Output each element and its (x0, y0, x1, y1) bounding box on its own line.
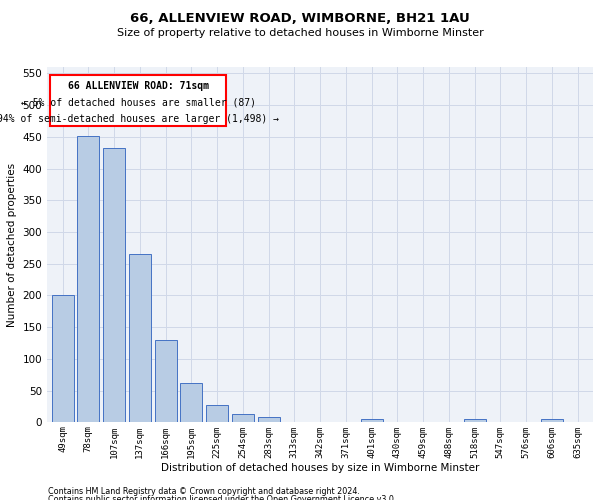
Bar (232, 414, 254, 422)
Bar (155, 340, 176, 422)
Bar (52, 296, 74, 422)
Text: Contains HM Land Registry data © Crown copyright and database right 2024.: Contains HM Land Registry data © Crown c… (48, 488, 360, 496)
Bar (206, 404, 228, 422)
Bar (541, 420, 563, 422)
Text: ← 5% of detached houses are smaller (87): ← 5% of detached houses are smaller (87) (20, 98, 256, 108)
X-axis label: Distribution of detached houses by size in Wimborne Minster: Distribution of detached houses by size … (161, 463, 479, 473)
Bar (181, 383, 202, 422)
Bar (257, 418, 280, 422)
Bar (464, 420, 485, 422)
Text: 66 ALLENVIEW ROAD: 71sqm: 66 ALLENVIEW ROAD: 71sqm (68, 81, 209, 91)
Bar (103, 148, 125, 422)
Y-axis label: Number of detached properties: Number of detached properties (7, 162, 17, 327)
Bar (77, 136, 99, 422)
Text: 66, ALLENVIEW ROAD, WIMBORNE, BH21 1AU: 66, ALLENVIEW ROAD, WIMBORNE, BH21 1AU (130, 12, 470, 26)
Bar (361, 418, 383, 422)
Text: 94% of semi-detached houses are larger (1,498) →: 94% of semi-detached houses are larger (… (0, 114, 279, 124)
FancyBboxPatch shape (50, 74, 226, 126)
Text: Size of property relative to detached houses in Wimborne Minster: Size of property relative to detached ho… (116, 28, 484, 38)
Bar (129, 254, 151, 422)
Text: Contains public sector information licensed under the Open Government Licence v3: Contains public sector information licen… (48, 495, 397, 500)
